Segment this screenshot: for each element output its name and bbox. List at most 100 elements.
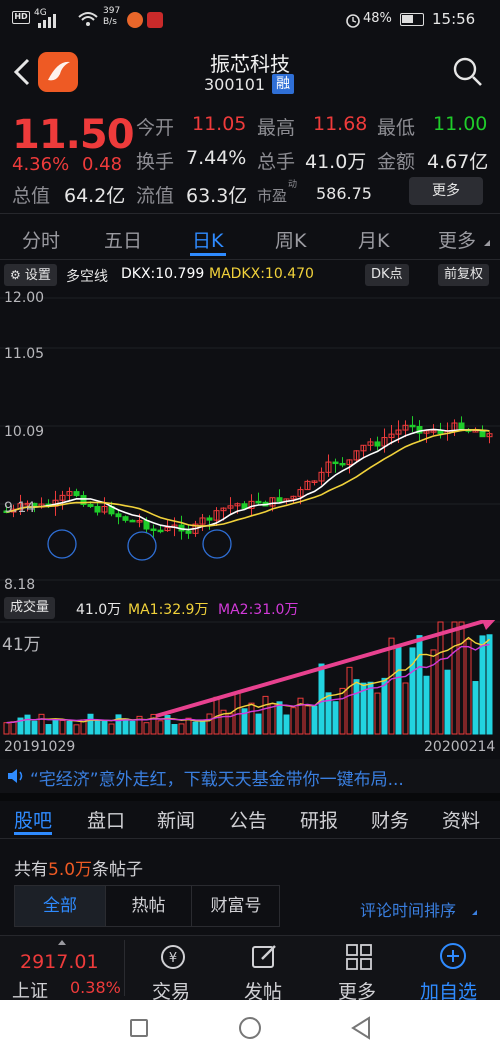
nav-trade[interactable]: 交易	[152, 981, 191, 1003]
index-value[interactable]: 2917.01	[20, 951, 99, 973]
volume-bar	[402, 682, 409, 735]
candlestick-chart[interactable]	[0, 286, 500, 594]
app-logo[interactable]	[38, 52, 78, 92]
volume-bar	[66, 720, 73, 735]
price-axis-label: 11.05	[4, 346, 45, 362]
add-circle-icon[interactable]	[438, 941, 468, 971]
back-triangle-icon[interactable]	[350, 1016, 372, 1040]
volume-label: 总手	[257, 151, 296, 173]
candle-body	[304, 480, 311, 491]
alarm-icon	[346, 14, 360, 28]
divider	[124, 940, 125, 996]
post-count: 共有5.0万条帖子	[14, 855, 143, 880]
volume-bar	[290, 707, 297, 735]
grid-icon[interactable]	[344, 942, 374, 972]
volume-bar	[59, 720, 66, 735]
volume-bar	[150, 713, 157, 735]
candle-body	[199, 517, 206, 525]
ad-banner[interactable]: “宅经济”意外走红，下载天天基金带你一键布局...	[0, 759, 500, 793]
nav-add-watchlist[interactable]: 加自选	[420, 981, 478, 1003]
candle-body	[80, 495, 87, 506]
nav-more[interactable]: 更多	[338, 981, 377, 1003]
volume-bar	[108, 723, 115, 735]
back-arrow-icon[interactable]	[12, 58, 32, 86]
candle-body	[150, 528, 157, 532]
tab-financials[interactable]: 财务	[371, 810, 410, 832]
candle-body	[311, 480, 318, 483]
dk-point-button[interactable]: DK点	[365, 264, 409, 286]
filter-wealth[interactable]: 财富号	[191, 886, 280, 926]
tab-daily-k[interactable]: 日K	[192, 230, 224, 252]
tab-order-book[interactable]: 盘口	[87, 810, 126, 832]
madkx-value: MADKX:10.470	[209, 266, 314, 282]
net-speed: 397 B/s	[103, 6, 121, 27]
change-amount: 0.48	[82, 154, 123, 175]
volume-bar	[171, 724, 178, 735]
tab-weekly-k[interactable]: 周K	[275, 230, 307, 252]
candle-body	[59, 494, 66, 501]
volume-bar	[374, 692, 381, 735]
filter-all[interactable]: 全部	[15, 886, 105, 926]
dk-signal-marker[interactable]	[202, 529, 232, 559]
tab-more[interactable]: 更多	[438, 230, 477, 252]
search-icon[interactable]	[452, 56, 484, 88]
index-change[interactable]: 0.38%	[70, 978, 121, 997]
candle-body	[290, 495, 297, 500]
filter-hot[interactable]: 热帖	[105, 886, 191, 926]
recent-apps-icon[interactable]	[130, 1019, 148, 1037]
candle-body	[346, 459, 353, 466]
amount-label: 金额	[377, 151, 416, 173]
home-icon[interactable]	[239, 1017, 261, 1039]
divider	[0, 259, 500, 260]
trade-icon[interactable]: ¥	[158, 942, 188, 972]
candle-body	[332, 461, 339, 465]
volume-bar	[325, 692, 332, 735]
volume-bar	[367, 681, 374, 735]
tab-intraday[interactable]: 分时	[22, 230, 61, 252]
volume-today: 41.0万	[76, 602, 122, 618]
tab-forum[interactable]: 股吧	[14, 810, 53, 832]
index-name[interactable]: 上证	[12, 981, 48, 1002]
tab-five-day[interactable]: 五日	[104, 230, 143, 252]
divider	[0, 213, 500, 214]
pe-dynamic-mark: 动	[288, 180, 298, 190]
volume-bar	[3, 722, 10, 735]
status-bar: HD 4G 397 B/s 48% 15:56	[0, 0, 500, 40]
candle-body	[409, 424, 416, 428]
dk-signal-marker[interactable]	[47, 529, 77, 559]
speaker-icon	[8, 769, 23, 783]
candle-body	[24, 502, 31, 506]
candle-body	[87, 504, 94, 507]
more-quote-button[interactable]: 更多	[409, 177, 483, 205]
ad-text[interactable]: “宅经济”意外走红，下载天天基金带你一键布局...	[30, 770, 404, 790]
tab-announcements[interactable]: 公告	[229, 810, 268, 832]
compose-icon[interactable]	[250, 942, 280, 972]
candle-body	[143, 520, 150, 530]
end-date: 20200214	[424, 739, 496, 755]
dk-signal-marker[interactable]	[127, 531, 157, 561]
volume-bar	[129, 720, 136, 735]
volume-bar	[143, 722, 150, 735]
tab-profile[interactable]: 资料	[442, 810, 481, 832]
tab-monthly-k[interactable]: 月K	[358, 230, 390, 252]
volume-indicator-button[interactable]: 成交量	[4, 597, 56, 619]
sort-dropdown[interactable]: 评论时间排序	[360, 901, 457, 920]
candle-body	[458, 422, 465, 431]
trend-arrow-shaft	[155, 620, 489, 718]
volume-bar	[73, 724, 80, 735]
volume-chart[interactable]	[0, 620, 500, 736]
forward-adjust-button[interactable]: 前复权	[438, 264, 490, 286]
tab-news[interactable]: 新闻	[157, 810, 196, 832]
active-tab-underline	[190, 253, 226, 256]
tab-research[interactable]: 研报	[300, 810, 339, 832]
settings-button[interactable]: ⚙ 设置	[4, 264, 57, 286]
volume-bar	[276, 701, 283, 735]
candle-body	[94, 505, 101, 513]
expand-arrow-icon[interactable]	[58, 940, 66, 945]
nav-post[interactable]: 发帖	[244, 981, 283, 1003]
candle-body	[73, 491, 80, 497]
stock-header: 振芯科技 300101 融	[0, 40, 500, 104]
madkx-line	[6, 428, 490, 527]
volume-bar	[101, 720, 108, 735]
price-axis-label: 9.14	[4, 500, 36, 516]
